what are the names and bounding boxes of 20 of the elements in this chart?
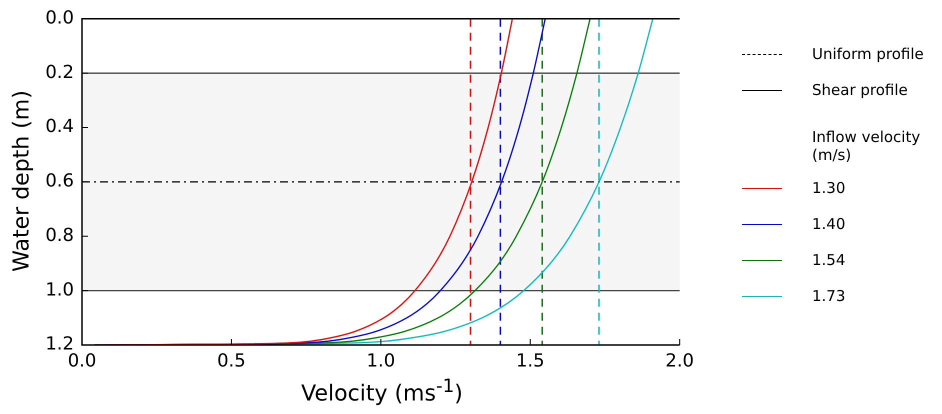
x-tick-label: 0.0 [68, 350, 96, 372]
x-tick-label: 1.5 [516, 350, 545, 372]
legend-label: 1.30 [812, 179, 846, 197]
y-tick-label: 0.0 [45, 7, 74, 28]
y-tick-label: 0.2 [45, 62, 74, 83]
y-tick-label: 0.8 [45, 224, 74, 246]
text: Uniform profile [812, 45, 924, 63]
y-axis-title: Water depth (m) [10, 90, 34, 272]
y-tick-label: 0.6 [45, 170, 74, 192]
x-axis-title: Velocity (ms$^{-1}$) [300, 376, 464, 406]
y-tick-label: 1.0 [45, 279, 74, 300]
x-tick-label: 2.0 [665, 350, 694, 372]
x-tick-label: 1.0 [366, 350, 396, 372]
legend-label: 1.54 [812, 251, 846, 269]
x-tick-label: 0.5 [217, 350, 246, 372]
legend-label: 1.73 [812, 287, 846, 305]
y-tick-label: 0.4 [45, 116, 74, 138]
legend-title: Inflow velocity (m/s) [812, 128, 922, 164]
legend-label: 1.40 [812, 215, 846, 233]
text: Shear profile [812, 81, 908, 99]
